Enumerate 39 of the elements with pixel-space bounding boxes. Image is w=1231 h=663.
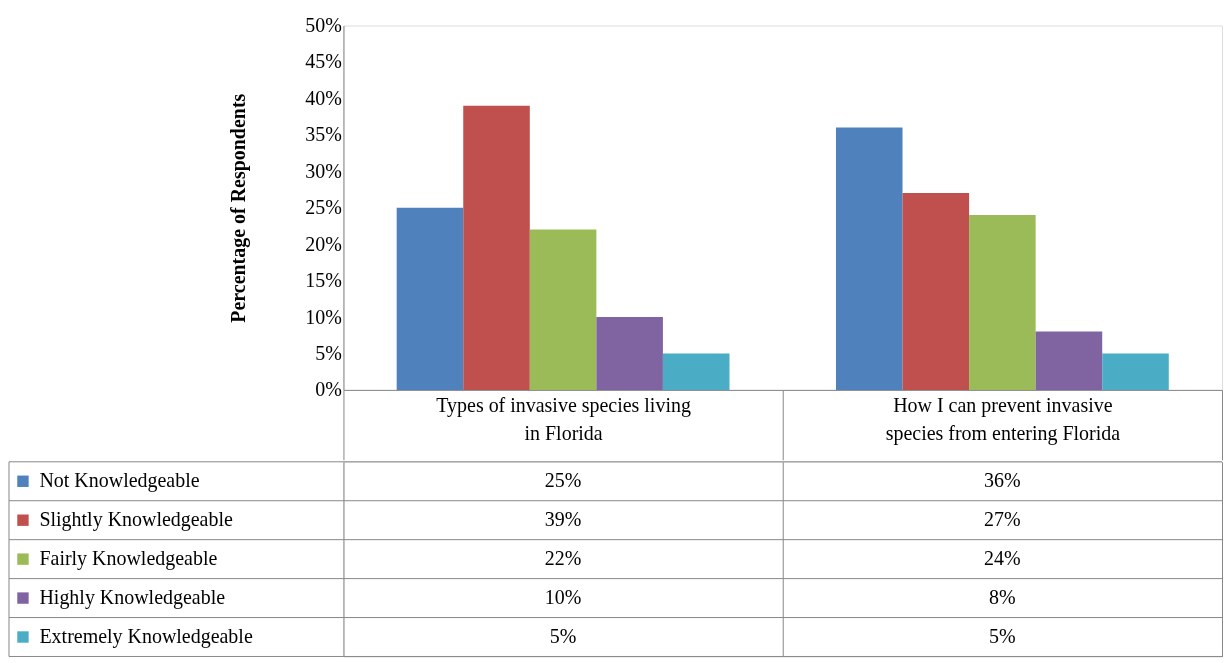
legend-label: Slightly Knowledgeable	[39, 508, 233, 532]
y-axis-title: Percentage of Respondents	[227, 93, 251, 323]
data-label: 39%	[544, 508, 582, 531]
bar	[596, 317, 663, 390]
bar	[902, 193, 970, 390]
y-tick-label: 50%	[305, 13, 342, 36]
x-tick-label: Types of invasive species living in Florida	[436, 394, 691, 445]
x-tick-label: How I can prevent invasive species from entering Florida	[885, 394, 1121, 446]
legend-label: Not Knowledgeable	[39, 469, 200, 493]
y-tick-label: 25%	[305, 196, 342, 219]
y-tick-label: 10%	[305, 305, 342, 328]
bar	[662, 353, 730, 390]
y-tick-label: 0%	[315, 378, 342, 401]
y-tick-label: 5%	[315, 341, 342, 364]
data-label: 36%	[984, 469, 1021, 492]
data-label: 27%	[984, 508, 1021, 531]
bar	[835, 127, 903, 390]
bar	[463, 105, 530, 390]
legend-label: Extremely Knowledgeable	[39, 624, 253, 648]
legend-label: Highly Knowledgeable	[39, 586, 226, 610]
bar	[1035, 331, 1103, 390]
data-label: 8%	[989, 586, 1016, 609]
data-label: 22%	[544, 547, 582, 570]
y-tick-label: 15%	[305, 269, 342, 292]
data-label: 24%	[984, 547, 1021, 570]
y-tick-label: 45%	[305, 50, 342, 73]
data-label: 5%	[549, 624, 577, 647]
y-tick-label: 20%	[305, 232, 342, 255]
bar	[1102, 353, 1169, 390]
data-label: 5%	[989, 624, 1016, 647]
bar	[969, 214, 1036, 390]
data-label: 25%	[544, 469, 582, 492]
data-label: 10%	[544, 586, 582, 609]
bar	[529, 229, 597, 390]
y-tick-label: 40%	[305, 86, 342, 109]
y-tick-label: 30%	[305, 159, 342, 182]
legend-label: Fairly Knowledgeable	[39, 547, 218, 571]
bar	[396, 207, 464, 390]
y-tick-label: 35%	[305, 123, 342, 146]
